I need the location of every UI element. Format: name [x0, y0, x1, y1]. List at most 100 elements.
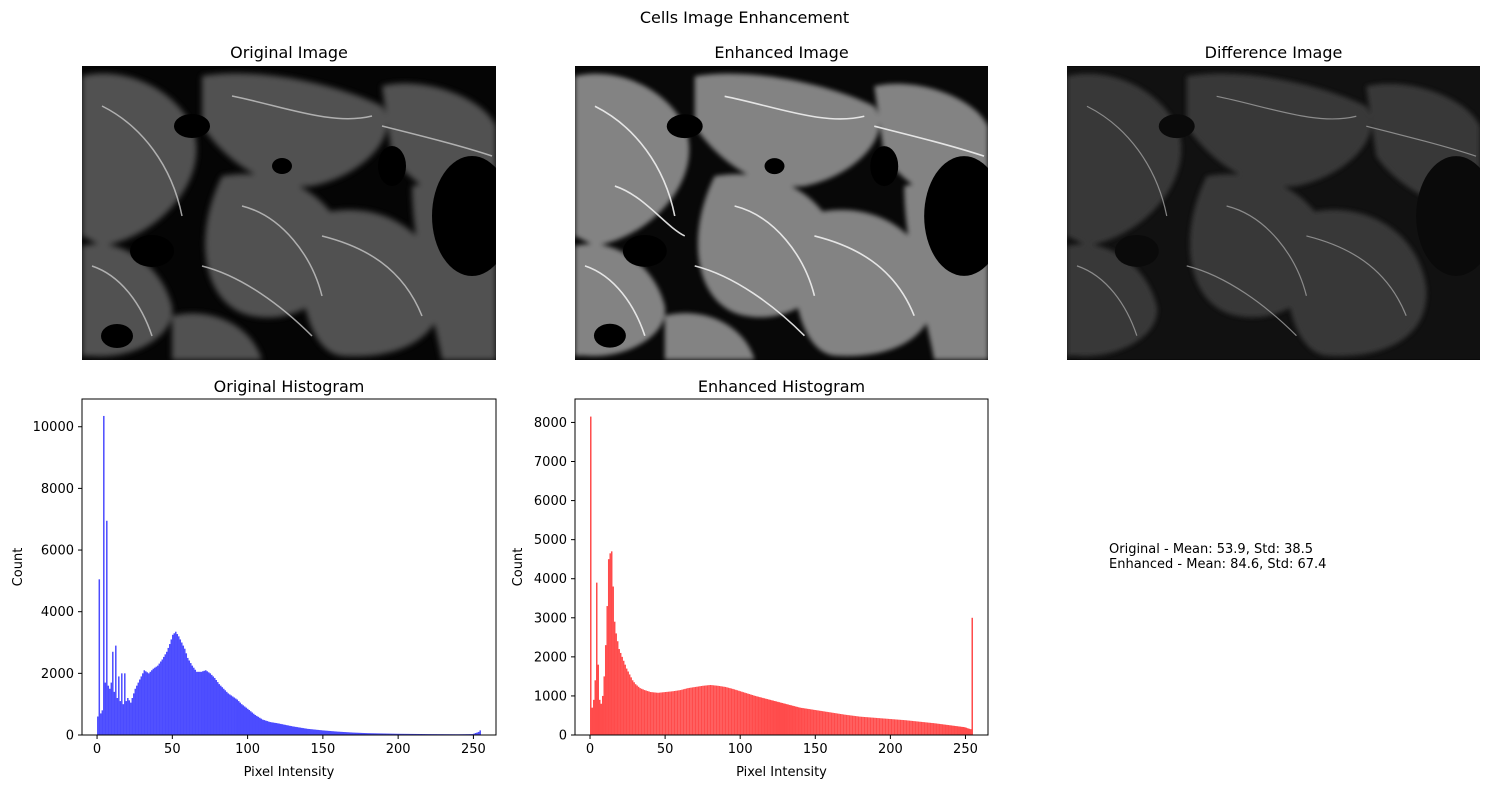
enhanced-histogram-bar	[937, 723, 939, 735]
original-histogram-bar	[272, 722, 274, 735]
original-histogram-bar	[103, 415, 105, 735]
original-histogram-bar	[182, 645, 185, 735]
enhanced-histogram-bar	[928, 722, 930, 735]
original-histogram-bar	[359, 732, 361, 735]
enhanced-histogram-xlabel: Pixel Intensity	[736, 765, 827, 780]
original-histogram-bar	[317, 729, 319, 735]
enhanced-histogram-bar	[877, 718, 879, 735]
original-histogram-bar	[268, 721, 270, 735]
original-histogram-bar	[221, 687, 224, 735]
original-histogram-bar	[241, 704, 243, 735]
enhanced-histogram-bar	[714, 685, 716, 735]
enhanced-histogram-bar	[919, 721, 921, 735]
original-histogram-bar	[298, 727, 300, 735]
enhanced-histogram-bar	[916, 721, 918, 735]
enhanced-histogram-bar	[818, 710, 821, 735]
original-histogram-bar	[124, 673, 126, 735]
enhanced-histogram-bar	[663, 692, 665, 735]
original-histogram-bar	[262, 719, 264, 735]
enhanced-histogram-bar	[883, 718, 885, 735]
original-histogram-bar	[278, 723, 280, 735]
enhanced-histogram-bar	[785, 704, 788, 735]
original-histogram-bar	[339, 731, 342, 735]
enhanced-histogram-bar	[821, 711, 824, 735]
enhanced-histogram-bar	[726, 687, 728, 735]
original-histogram-bar	[172, 634, 174, 735]
original-histogram-bar	[110, 682, 113, 735]
original-histogram-bar	[369, 733, 372, 735]
enhanced-histogram-bar	[931, 722, 933, 735]
enhanced-histogram-bar	[967, 728, 969, 735]
original-histogram-bar	[202, 671, 204, 735]
original-histogram-bar	[280, 723, 282, 735]
enhanced-histogram-bar	[681, 689, 683, 735]
enhanced-histogram-bar	[853, 715, 855, 735]
enhanced-histogram-bar	[871, 717, 873, 735]
original-histogram-bar	[302, 728, 304, 735]
enhanced-histogram-bar	[956, 726, 959, 735]
original-histogram-ytick-label: 6000	[41, 544, 74, 559]
original-histogram-bar	[161, 659, 164, 735]
original-histogram-bar	[473, 733, 475, 735]
original-histogram-bar	[215, 680, 218, 735]
original-histogram-bar	[130, 702, 132, 735]
original-histogram-bar	[109, 688, 111, 735]
original-histogram-bar	[112, 651, 114, 735]
original-histogram-bar	[287, 725, 289, 735]
original-histogram-bar	[121, 673, 123, 735]
enhanced-histogram-bar	[898, 719, 900, 735]
enhanced-histogram-bar	[757, 696, 760, 735]
enhanced-histogram-bar	[609, 553, 611, 735]
enhanced-histogram-bar	[874, 717, 876, 735]
enhanced-histogram-bar	[889, 718, 891, 735]
original-histogram-bar	[173, 633, 176, 735]
enhanced-histogram-bar	[905, 720, 908, 735]
original-histogram-bar	[386, 733, 388, 735]
enhanced-histogram-xtick-label: 150	[803, 742, 828, 757]
enhanced-histogram-bar	[739, 691, 742, 735]
enhanced-histogram-bar	[630, 677, 632, 735]
enhanced-histogram-bar	[881, 718, 884, 735]
original-histogram-bar	[348, 732, 351, 735]
original-histogram-bar	[368, 733, 370, 735]
enhanced-histogram-bar	[603, 676, 605, 735]
enhanced-histogram-bar	[911, 720, 914, 735]
enhanced-histogram-bar	[590, 416, 592, 735]
original-histogram-bar	[254, 714, 257, 735]
enhanced-histogram-bar	[711, 685, 713, 735]
enhanced-histogram-bar	[833, 713, 836, 735]
original-histogram-bar	[259, 717, 261, 735]
original-histogram-bar	[413, 733, 415, 735]
enhanced-histogram-bar	[634, 684, 637, 735]
enhanced-histogram-bar	[968, 728, 970, 735]
original-histogram-bar	[286, 725, 288, 735]
original-histogram-bar	[283, 724, 285, 735]
original-histogram-bar	[332, 731, 334, 735]
enhanced-histogram-bar	[750, 694, 752, 735]
original-histogram-bar	[163, 656, 165, 735]
original-histogram-bar	[356, 732, 358, 735]
enhanced-histogram-bar	[642, 689, 644, 735]
original-histogram-bar	[336, 731, 339, 735]
original-histogram-bar	[389, 733, 391, 735]
original-histogram-bar	[208, 672, 210, 735]
original-histogram-bar	[224, 690, 227, 735]
enhanced-histogram-bar	[754, 695, 757, 735]
enhanced-histogram-bar	[935, 723, 938, 735]
enhanced-histogram-ylabel: Count	[511, 548, 526, 587]
original-histogram-bar	[151, 670, 153, 735]
enhanced-histogram-bar	[610, 551, 613, 735]
enhanced-histogram-bar	[645, 690, 647, 735]
enhanced-histogram-bar	[625, 668, 628, 735]
enhanced-histogram-bar	[655, 692, 658, 735]
enhanced-histogram-bar	[637, 686, 640, 735]
enhanced-histogram-bar	[717, 685, 719, 735]
enhanced-histogram-bar	[845, 714, 848, 735]
original-histogram-bar	[148, 673, 150, 735]
stats-enhanced: Enhanced - Mean: 84.6, Std: 67.4	[1109, 557, 1327, 572]
enhanced-histogram-bar	[643, 690, 646, 735]
enhanced-histogram-bar	[744, 692, 746, 735]
enhanced-histogram-bar	[962, 726, 965, 735]
enhanced-histogram-bar	[886, 718, 888, 735]
original-histogram-bar	[137, 682, 140, 735]
